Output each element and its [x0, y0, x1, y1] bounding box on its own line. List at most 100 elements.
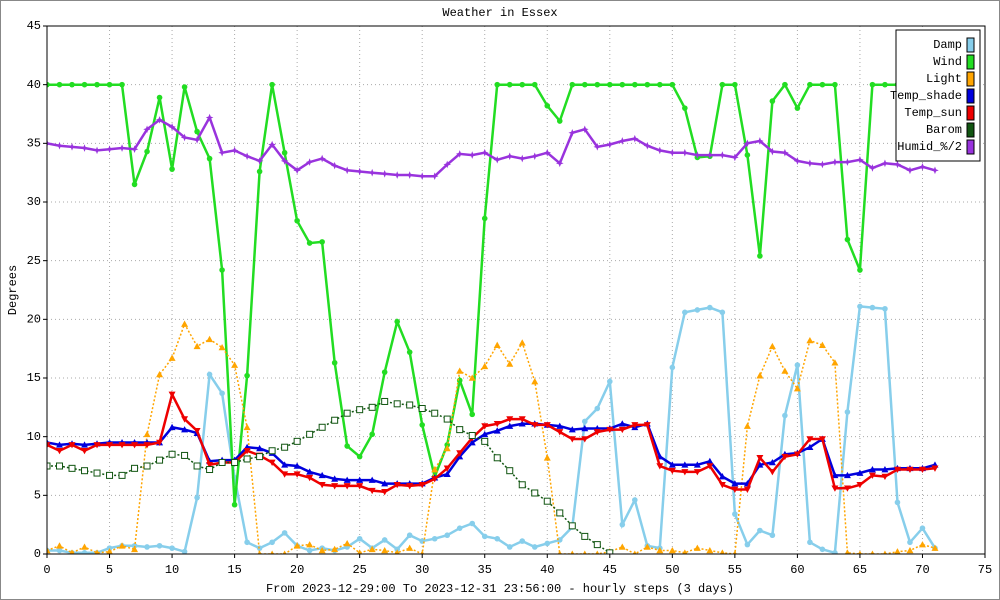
x-tick-label: 60: [790, 563, 804, 577]
point: [257, 550, 262, 554]
point: [543, 497, 551, 505]
point: [643, 543, 651, 550]
point: [105, 145, 114, 153]
point: [681, 461, 689, 468]
point: [306, 430, 314, 438]
point: [718, 473, 726, 480]
point: [631, 134, 639, 143]
point: [357, 549, 363, 554]
point: [718, 151, 727, 159]
point: [106, 471, 114, 479]
point: [668, 148, 677, 157]
legend-label: Damp: [933, 38, 962, 52]
point: [230, 146, 239, 155]
point: [130, 145, 139, 153]
point: [557, 550, 562, 554]
point: [906, 166, 914, 175]
point: [682, 105, 688, 111]
point: [218, 148, 226, 157]
point: [619, 81, 626, 88]
point: [281, 461, 289, 468]
point: [731, 486, 739, 493]
point: [656, 463, 664, 470]
legend-swatch: [966, 54, 975, 70]
point: [231, 458, 239, 466]
point: [907, 539, 913, 546]
point: [594, 81, 601, 88]
point: [481, 437, 489, 445]
legend-swatch: [966, 139, 975, 155]
point: [118, 542, 126, 549]
point: [832, 81, 838, 88]
point: [806, 436, 814, 443]
point: [168, 354, 176, 361]
point: [669, 81, 676, 88]
point: [793, 385, 801, 392]
plot-area: [47, 81, 939, 554]
point: [106, 81, 113, 88]
point: [506, 544, 513, 550]
legend-swatch: [966, 37, 975, 53]
point: [682, 549, 688, 554]
y-tick-label: 45: [27, 19, 41, 33]
point: [856, 481, 864, 489]
point: [406, 401, 414, 409]
point: [732, 511, 738, 517]
point: [607, 378, 613, 385]
series: [47, 320, 939, 554]
point: [218, 343, 226, 351]
point: [56, 542, 64, 549]
x-tick-label: 15: [227, 563, 241, 577]
point: [244, 539, 250, 546]
point: [857, 267, 863, 273]
series-line: [47, 305, 937, 554]
point: [893, 160, 902, 169]
point: [906, 546, 914, 554]
point: [156, 456, 164, 464]
point: [118, 471, 126, 479]
point: [555, 159, 564, 168]
legend-label: Temp_shade: [890, 89, 962, 103]
point: [306, 468, 314, 475]
point: [931, 544, 939, 551]
point: [456, 367, 464, 374]
legend-swatch: [966, 88, 975, 104]
point: [518, 154, 527, 163]
point: [818, 341, 826, 348]
point: [493, 427, 501, 434]
point: [193, 136, 201, 144]
point: [443, 160, 452, 169]
point: [882, 81, 888, 88]
point: [581, 436, 589, 443]
point: [756, 454, 764, 462]
point: [481, 423, 489, 430]
point: [68, 464, 76, 472]
point: [870, 550, 875, 554]
x-tick-label: 10: [165, 563, 179, 577]
point: [881, 159, 889, 168]
point: [181, 548, 188, 554]
point: [480, 148, 489, 157]
point: [668, 546, 676, 554]
point: [168, 391, 176, 398]
point: [56, 81, 63, 88]
legend-label: Humid_%/2: [897, 140, 962, 154]
point: [544, 540, 551, 547]
point: [632, 550, 637, 554]
point: [243, 447, 251, 455]
point: [883, 550, 887, 554]
point: [706, 151, 714, 159]
point: [632, 81, 638, 88]
point: [556, 429, 564, 436]
point: [918, 466, 926, 474]
point: [406, 532, 413, 539]
point: [56, 441, 64, 448]
point: [206, 335, 214, 343]
point: [732, 81, 738, 88]
point: [581, 532, 589, 540]
point: [143, 125, 151, 134]
point: [93, 146, 101, 155]
point: [844, 409, 851, 415]
point: [381, 537, 388, 543]
